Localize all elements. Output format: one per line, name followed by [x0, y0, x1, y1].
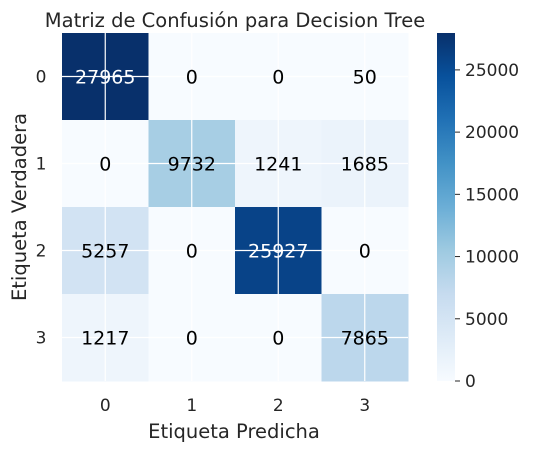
cell-value-3-0: 1217: [81, 328, 129, 350]
cell-value-2-3: 0: [359, 241, 371, 263]
cell-value-3-2: 0: [272, 328, 284, 350]
cell-value-1-3: 1685: [341, 154, 389, 176]
colorbar-tick-label: 20000: [465, 123, 519, 143]
x-axis-ticks: 0 1 2 3: [100, 396, 370, 416]
y-axis-ticks: 0 1 2 3: [36, 68, 47, 349]
y-axis-label: Etiqueta Verdadera: [8, 113, 31, 301]
colorbar-ticks: 0 5000 10000 15000 20000 25000: [455, 61, 519, 392]
cell-value-0-2: 0: [272, 67, 284, 89]
x-tick-label: 0: [100, 396, 111, 416]
y-tick-label: 0: [36, 68, 47, 88]
colorbar-tick-label: 25000: [465, 61, 519, 81]
y-tick-label: 1: [36, 155, 47, 175]
cell-value-0-0: 27965: [75, 67, 135, 89]
cell-value-2-2: 25927: [248, 241, 308, 263]
y-tick-label: 3: [36, 329, 47, 349]
colorbar: [437, 33, 455, 381]
x-tick-label: 3: [359, 396, 370, 416]
x-axis-label: Etiqueta Predicha: [148, 420, 320, 443]
cell-value-2-1: 0: [186, 241, 198, 263]
cell-value-0-1: 0: [186, 67, 198, 89]
x-tick-label: 2: [273, 396, 284, 416]
cell-value-3-3: 7865: [341, 328, 389, 350]
colorbar-tick-label: 15000: [465, 185, 519, 205]
colorbar-tick-label: 10000: [465, 248, 519, 268]
heatmap-cell-labels: 27965 0 0 50 0 9732 1241 1685 5257 0 25927 0 1217 0 0 7…: [75, 67, 389, 350]
colorbar-tick-label: 5000: [465, 310, 508, 330]
cell-value-1-2: 1241: [254, 154, 302, 176]
cell-value-2-0: 5257: [81, 241, 129, 263]
y-tick-label: 2: [36, 242, 47, 262]
heatmap-gridlines: [62, 33, 408, 381]
colorbar-tick-label: 0: [465, 372, 476, 392]
cell-value-1-1: 9732: [168, 154, 216, 176]
chart-title: Matriz de Confusión para Decision Tree: [45, 9, 425, 32]
cell-value-3-1: 0: [186, 328, 198, 350]
cell-value-0-3: 50: [353, 67, 377, 89]
cell-value-1-0: 0: [99, 154, 111, 176]
x-tick-label: 1: [186, 396, 197, 416]
